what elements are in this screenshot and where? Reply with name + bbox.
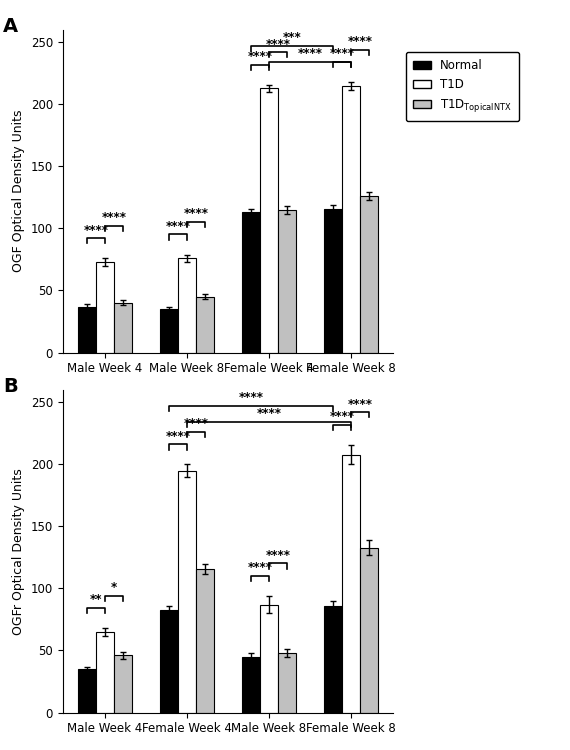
Bar bbox=[342, 454, 360, 712]
Text: ****: **** bbox=[184, 208, 209, 220]
Bar bbox=[360, 196, 378, 352]
Y-axis label: OGF Optical Density Units: OGF Optical Density Units bbox=[12, 110, 25, 272]
Text: B: B bbox=[3, 377, 18, 396]
Text: ****: **** bbox=[247, 561, 272, 574]
Text: ****: **** bbox=[348, 398, 373, 410]
Bar bbox=[260, 604, 278, 712]
Text: ****: **** bbox=[256, 407, 282, 421]
Text: ****: **** bbox=[329, 47, 355, 61]
Bar bbox=[242, 212, 260, 352]
Bar bbox=[324, 606, 342, 712]
Text: ****: **** bbox=[165, 430, 190, 442]
Bar bbox=[114, 303, 132, 352]
Text: *: * bbox=[111, 581, 117, 594]
Text: ****: **** bbox=[247, 50, 272, 63]
Bar bbox=[342, 86, 360, 352]
Bar bbox=[78, 669, 96, 712]
Bar bbox=[360, 548, 378, 712]
Bar bbox=[196, 297, 214, 352]
Bar bbox=[160, 610, 178, 712]
Text: ****: **** bbox=[298, 47, 323, 61]
Bar bbox=[260, 88, 278, 352]
Bar bbox=[178, 258, 196, 352]
Bar bbox=[160, 309, 178, 352]
Text: ****: **** bbox=[101, 211, 127, 224]
Bar bbox=[96, 262, 114, 352]
Text: ****: **** bbox=[348, 35, 373, 48]
Bar bbox=[242, 657, 260, 712]
Legend: Normal, T1D, T1D$_{\mathregular{TopicalNTX}}$: Normal, T1D, T1D$_{\mathregular{TopicalN… bbox=[406, 52, 519, 121]
Text: ****: **** bbox=[238, 392, 263, 404]
Text: ****: **** bbox=[266, 38, 291, 50]
Text: ***: *** bbox=[283, 32, 302, 44]
Bar bbox=[178, 471, 196, 712]
Bar bbox=[278, 210, 296, 352]
Text: A: A bbox=[3, 17, 18, 36]
Text: ****: **** bbox=[329, 410, 355, 423]
Y-axis label: OGFr Optical Density Units: OGFr Optical Density Units bbox=[12, 468, 25, 634]
Bar bbox=[196, 568, 214, 712]
Bar bbox=[96, 632, 114, 712]
Bar bbox=[78, 307, 96, 352]
Bar bbox=[114, 656, 132, 712]
Text: ****: **** bbox=[165, 220, 190, 232]
Text: **: ** bbox=[89, 593, 102, 607]
Text: ****: **** bbox=[266, 549, 291, 562]
Bar bbox=[324, 209, 342, 352]
Text: ****: **** bbox=[184, 417, 209, 430]
Text: ****: **** bbox=[83, 224, 108, 236]
Bar bbox=[278, 653, 296, 712]
